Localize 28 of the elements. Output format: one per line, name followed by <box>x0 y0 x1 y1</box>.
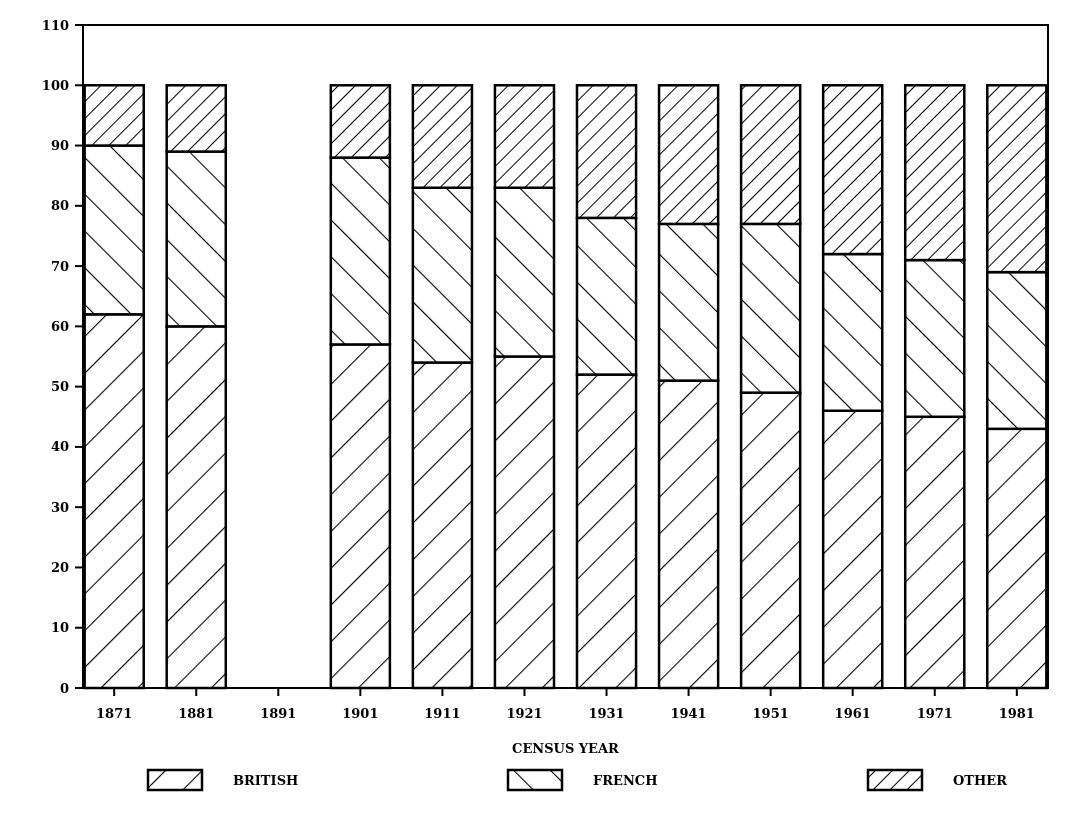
x-tick-label: 1981 <box>998 706 1035 721</box>
y-tick-label: 50 <box>50 379 69 395</box>
legend-label: OTHER <box>953 772 1008 788</box>
x-axis-title: CENSUS YEAR <box>512 741 620 756</box>
x-tick-label: 1901 <box>342 706 379 721</box>
y-tick-label: 60 <box>50 318 69 334</box>
y-tick-label: 30 <box>50 499 69 515</box>
x-tick-label: 1961 <box>834 706 871 721</box>
y-tick-label: 70 <box>50 258 69 274</box>
x-tick-label: 1891 <box>260 706 297 721</box>
y-tick-label: 80 <box>50 198 69 214</box>
x-tick-label: 1971 <box>916 706 953 721</box>
x-tick-label: 1931 <box>588 706 625 721</box>
x-tick-label: 1871 <box>96 706 133 721</box>
y-tick-label: 0 <box>59 680 69 696</box>
y-tick-label: 10 <box>50 620 69 636</box>
y-tick-label: 40 <box>50 439 69 455</box>
y-tick-label: 110 <box>41 17 69 33</box>
legend-label: FRENCH <box>593 772 658 788</box>
x-tick-label: 1911 <box>424 706 461 721</box>
y-tick-label: 100 <box>41 77 69 93</box>
legend-label: BRITISH <box>233 772 299 788</box>
y-tick-label: 20 <box>50 560 69 575</box>
x-tick-label: 1951 <box>752 706 789 721</box>
x-tick-label: 1941 <box>670 706 707 721</box>
y-tick-label: 90 <box>50 138 69 154</box>
x-tick-label: 1921 <box>506 706 543 721</box>
x-tick-label: 1881 <box>178 706 215 721</box>
